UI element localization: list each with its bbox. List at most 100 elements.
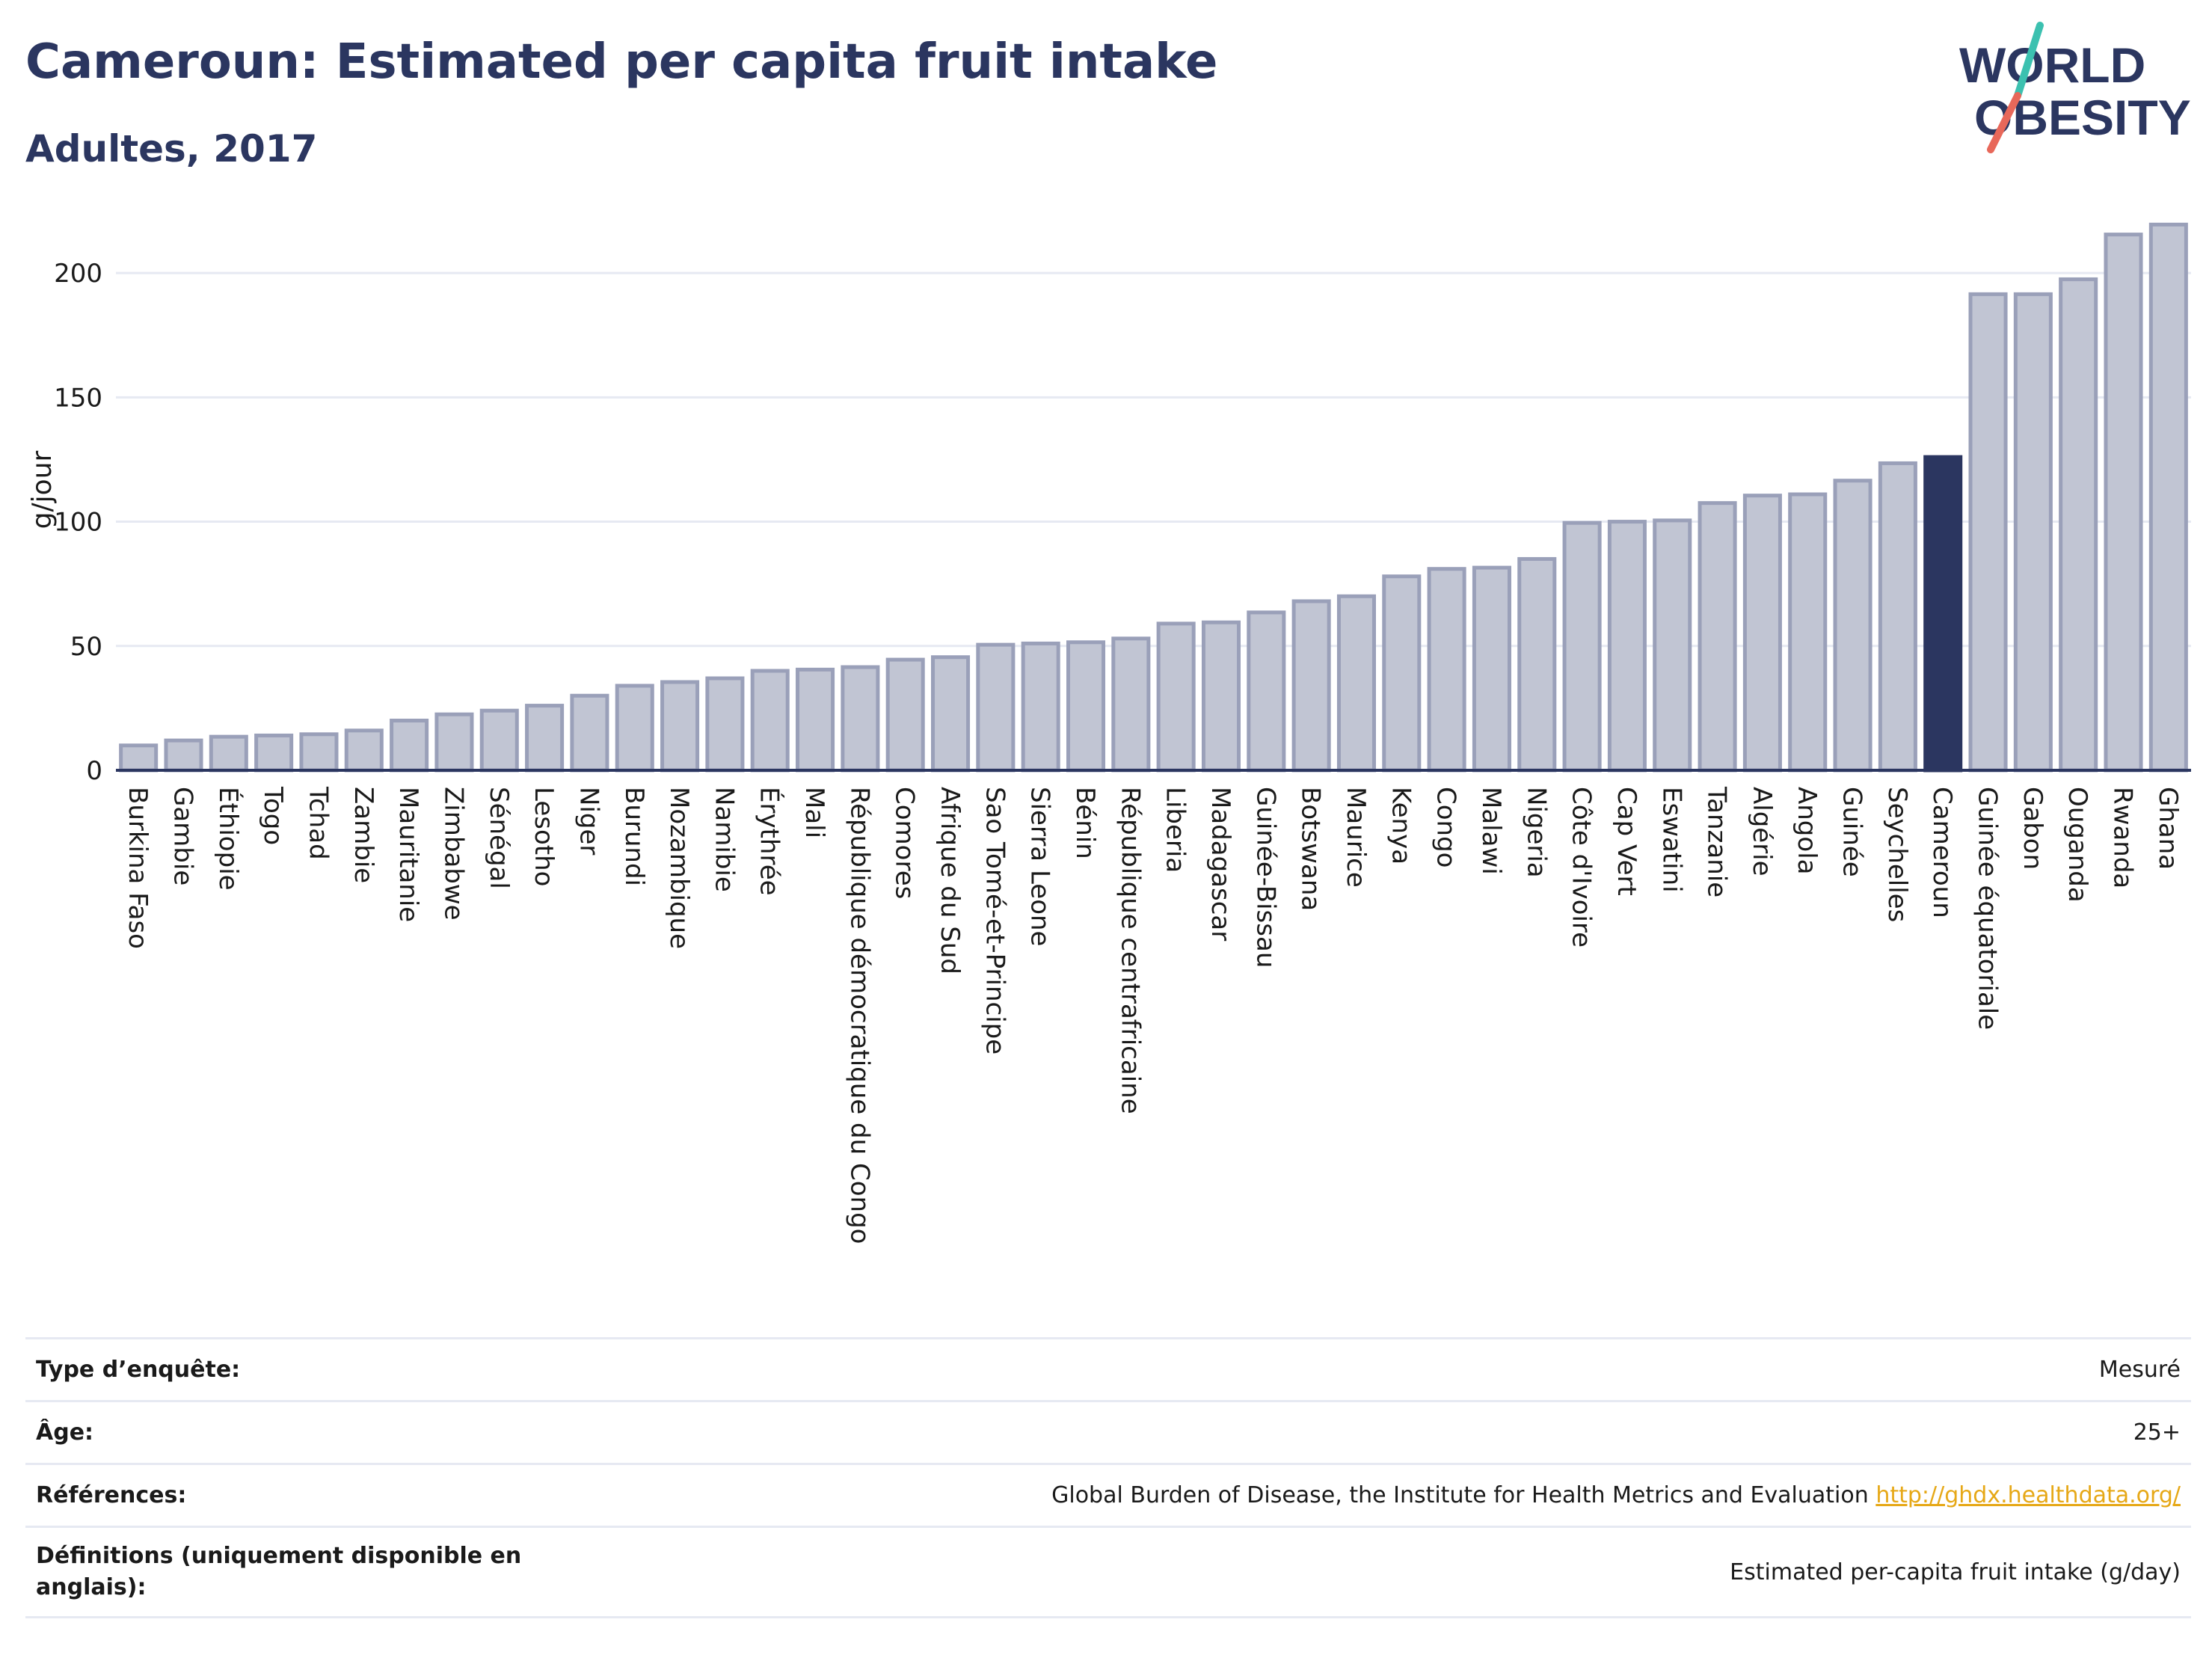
bar	[1878, 461, 1917, 773]
x-tick-label: Burkina Faso	[123, 787, 153, 949]
bar	[344, 728, 384, 773]
bar	[1247, 610, 1286, 773]
info-value: Estimated per-capita fruit intake (g/day…	[1730, 1559, 2181, 1585]
bar	[2148, 222, 2188, 773]
info-table: Type d’enquête: Mesuré Âge: 25+ Référenc…	[25, 1337, 2191, 1618]
x-tick-label: Gambie	[168, 787, 197, 885]
bar	[1201, 620, 1241, 773]
bar	[1923, 455, 1963, 773]
world-obesity-logo: WORLD OBESITY	[1959, 22, 2191, 153]
x-tick-label: Tanzanie	[1702, 786, 1732, 897]
x-tick-label: Tchad	[303, 786, 333, 860]
bar	[1968, 292, 2008, 773]
bar	[1698, 501, 1737, 773]
bar	[1427, 567, 1466, 773]
x-tick-label: République démocratique du Congo	[844, 787, 874, 1244]
x-tick-label: Cap Vert	[1612, 787, 1641, 896]
x-tick-label: Ouganda	[2062, 787, 2092, 903]
x-tick-label: Guinée-Bissau	[1250, 787, 1280, 968]
bar	[2059, 277, 2098, 773]
info-row-references: Références: Global Burden of Disease, th…	[25, 1463, 2191, 1526]
bar	[1517, 556, 1557, 773]
x-tick-label: Cameroun	[1927, 787, 1957, 918]
bar	[1562, 521, 1602, 773]
x-tick-label: Érythrée	[755, 787, 785, 896]
x-tick-label: Rwanda	[2108, 787, 2138, 888]
info-value: Mesuré	[2098, 1357, 2181, 1383]
x-tick-label: Bénin	[1070, 787, 1100, 859]
bar	[705, 676, 745, 773]
x-tick-label: Guinée	[1837, 787, 1867, 877]
x-tick-label: Burundi	[619, 787, 649, 886]
bar	[1066, 640, 1106, 773]
bar	[1382, 574, 1422, 773]
x-tick-label: Eswatini	[1656, 787, 1686, 893]
bar	[1291, 599, 1331, 773]
bar	[796, 667, 835, 773]
x-tick-label: Liberia	[1161, 787, 1191, 873]
bar	[615, 684, 654, 773]
bar	[750, 669, 790, 773]
bar	[299, 732, 339, 773]
x-tick-label: Nigeria	[1521, 787, 1551, 878]
info-label: Références:	[36, 1481, 187, 1508]
x-tick-label: Lesotho	[529, 787, 559, 886]
bar	[1111, 636, 1151, 773]
x-tick-label: Zimbabwe	[438, 787, 468, 921]
bar	[254, 733, 294, 773]
info-row-definitions: Définitions (uniquement disponible en an…	[25, 1526, 2191, 1618]
x-tick-label: Algérie	[1747, 787, 1777, 876]
reference-link[interactable]: http://ghdx.healthdata.org/	[1875, 1482, 2181, 1508]
bar	[1336, 594, 1376, 773]
info-label: Définitions (uniquement disponible en an…	[36, 1543, 522, 1600]
y-tick-label: 0	[86, 756, 102, 786]
x-tick-label: République centrafricaine	[1115, 787, 1145, 1114]
bar	[1788, 492, 1828, 773]
bar	[2013, 292, 2053, 773]
x-tick-label: Maurice	[1341, 787, 1371, 888]
bar	[525, 704, 565, 773]
x-tick-label: Afrique du Sud	[935, 787, 965, 974]
x-tick-label: Malawi	[1476, 787, 1506, 875]
reference-text: Global Burden of Disease, the Institute …	[1051, 1482, 1869, 1508]
bar	[1653, 518, 1692, 773]
bar	[841, 665, 880, 773]
x-tick-label: Ghana	[2153, 787, 2183, 870]
x-tick-label: Namibie	[709, 787, 739, 892]
bar	[390, 719, 429, 773]
bar	[1607, 520, 1647, 773]
info-value: Global Burden of Disease, the Institute …	[1051, 1482, 2191, 1508]
bar	[1742, 494, 1782, 773]
x-tick-label: Zambie	[348, 787, 378, 883]
x-tick-label: Seychelles	[1882, 787, 1912, 922]
x-tick-label: Mali	[799, 787, 829, 838]
bar	[660, 680, 700, 773]
x-tick-label: Éthiopie	[213, 787, 244, 891]
bar	[1156, 621, 1196, 773]
x-tick-label: Madagascar	[1205, 787, 1235, 941]
info-label: Type d’enquête:	[36, 1356, 241, 1383]
info-row-survey-type: Type d’enquête: Mesuré	[25, 1337, 2191, 1400]
y-tick-label: 200	[54, 259, 102, 289]
x-tick-label: Mauritanie	[393, 787, 423, 922]
bar	[976, 642, 1016, 773]
x-tick-label: Kenya	[1386, 787, 1416, 865]
bar	[1021, 641, 1060, 773]
x-tick-label: Congo	[1431, 787, 1461, 868]
bar-chart: 0 50 100 150 200 Burkina Faso Gambie Éthiopie T…	[27, 222, 2191, 1244]
chart-subtitle: Adultes, 2017	[25, 127, 318, 171]
logo-slash-coral	[1987, 92, 2021, 153]
bar	[2104, 233, 2143, 773]
x-tick-label: Gabon	[2018, 787, 2047, 870]
x-tick-label: Botswana	[1296, 787, 1326, 911]
x-tick-label: Comores	[890, 787, 920, 899]
x-tick-label: Sierra Leone	[1025, 787, 1055, 946]
y-tick-label: 100	[54, 508, 102, 538]
bar	[119, 743, 159, 773]
x-tick-label: Niger	[574, 787, 603, 855]
bar	[479, 708, 519, 773]
bar	[1833, 479, 1872, 773]
logo-text-world: WORLD	[1959, 37, 2145, 93]
info-value: 25+	[2133, 1419, 2181, 1446]
bar	[885, 657, 925, 773]
